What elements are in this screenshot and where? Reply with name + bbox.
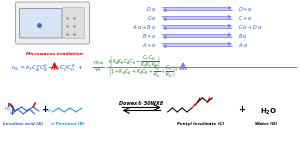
Text: $D{\cdot}\alpha$: $D{\cdot}\alpha$ bbox=[146, 5, 157, 13]
Text: Levulinic acid (A): Levulinic acid (A) bbox=[3, 122, 43, 126]
Text: $r_{PL} = k_1C_A^\alpha C_B^\beta - k_2C_C^\gamma C_D^\delta$  +: $r_{PL} = k_1C_A^\alpha C_B^\beta - k_2C… bbox=[11, 62, 84, 74]
Text: Pentyl levulinate (C): Pentyl levulinate (C) bbox=[177, 122, 224, 126]
Text: HO: HO bbox=[4, 106, 11, 110]
Text: O: O bbox=[194, 103, 197, 106]
Text: $\left[1 + K_AC_A + K_BC_B + \dfrac{C_C}{K_C} + \dfrac{C_D}{K_D}\right]^2$: $\left[1 + K_AC_A + K_BC_B + \dfrac{C_C}… bbox=[108, 65, 178, 80]
Text: $B + \alpha$: $B + \alpha$ bbox=[142, 32, 157, 40]
Text: Dowex® 50WX8: Dowex® 50WX8 bbox=[119, 101, 163, 106]
Text: $B{\cdot}\alpha$: $B{\cdot}\alpha$ bbox=[238, 32, 248, 40]
Text: Microwaves irradiation: Microwaves irradiation bbox=[26, 52, 83, 56]
Text: $V_R$: $V_R$ bbox=[94, 66, 102, 74]
FancyBboxPatch shape bbox=[16, 2, 89, 44]
Text: $C + \alpha$: $C + \alpha$ bbox=[238, 14, 252, 22]
Text: $D + \alpha$: $D + \alpha$ bbox=[238, 5, 253, 13]
Text: $C{\cdot}\alpha + D{\cdot}\alpha$: $C{\cdot}\alpha + D{\cdot}\alpha$ bbox=[238, 23, 262, 31]
Text: $C{\cdot}\alpha$: $C{\cdot}\alpha$ bbox=[147, 14, 157, 22]
Text: $A + \alpha$: $A + \alpha$ bbox=[142, 41, 157, 49]
FancyBboxPatch shape bbox=[20, 9, 62, 38]
Bar bbox=[62, 7, 84, 38]
Text: $\mathbf{H_2O}$: $\mathbf{H_2O}$ bbox=[260, 107, 278, 117]
Text: +: + bbox=[238, 105, 245, 113]
Text: HO: HO bbox=[46, 109, 52, 113]
Text: $A{\cdot}\alpha$: $A{\cdot}\alpha$ bbox=[238, 41, 248, 49]
Text: $k\!\left[K_AK_BC_AC_B - \dfrac{C_CC_D}{K_SK_CK_D}\right]$: $k\!\left[K_AK_BC_AC_B - \dfrac{C_CC_D}{… bbox=[108, 55, 161, 70]
Text: HO: HO bbox=[10, 110, 16, 114]
Text: +: + bbox=[41, 105, 48, 113]
Text: $m_{cat}$: $m_{cat}$ bbox=[93, 59, 106, 67]
Text: n-Pentanol (B): n-Pentanol (B) bbox=[51, 122, 85, 126]
Text: Water (D): Water (D) bbox=[255, 122, 277, 126]
Text: $A{\cdot}\alpha + B{\cdot}\alpha$: $A{\cdot}\alpha + B{\cdot}\alpha$ bbox=[132, 23, 157, 31]
